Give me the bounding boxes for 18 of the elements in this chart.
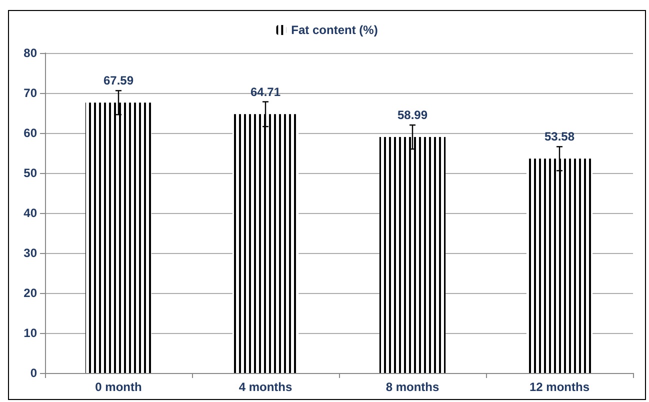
y-tick-label: 10 bbox=[24, 326, 38, 340]
y-tick-label: 0 bbox=[30, 366, 38, 380]
x-tick-label: 8 months bbox=[386, 380, 440, 394]
y-tick-label: 50 bbox=[24, 166, 38, 180]
y-tick-label: 80 bbox=[24, 46, 38, 60]
y-tick-label: 60 bbox=[24, 126, 38, 140]
legend-label: Fat content (%) bbox=[291, 23, 378, 37]
data-label: 58.99 bbox=[397, 108, 428, 122]
x-tick-label: 0 month bbox=[95, 380, 142, 394]
y-tick-label: 30 bbox=[24, 246, 38, 260]
data-label: 53.58 bbox=[544, 130, 575, 144]
x-tick-label: 4 months bbox=[238, 380, 292, 394]
x-tick-label: 12 months bbox=[529, 380, 590, 394]
y-tick-label: 40 bbox=[24, 206, 38, 220]
y-tick-label: 70 bbox=[24, 86, 38, 100]
y-tick-label: 20 bbox=[24, 286, 38, 300]
data-label: 64.71 bbox=[250, 85, 281, 100]
data-label: 67.59 bbox=[103, 74, 134, 88]
